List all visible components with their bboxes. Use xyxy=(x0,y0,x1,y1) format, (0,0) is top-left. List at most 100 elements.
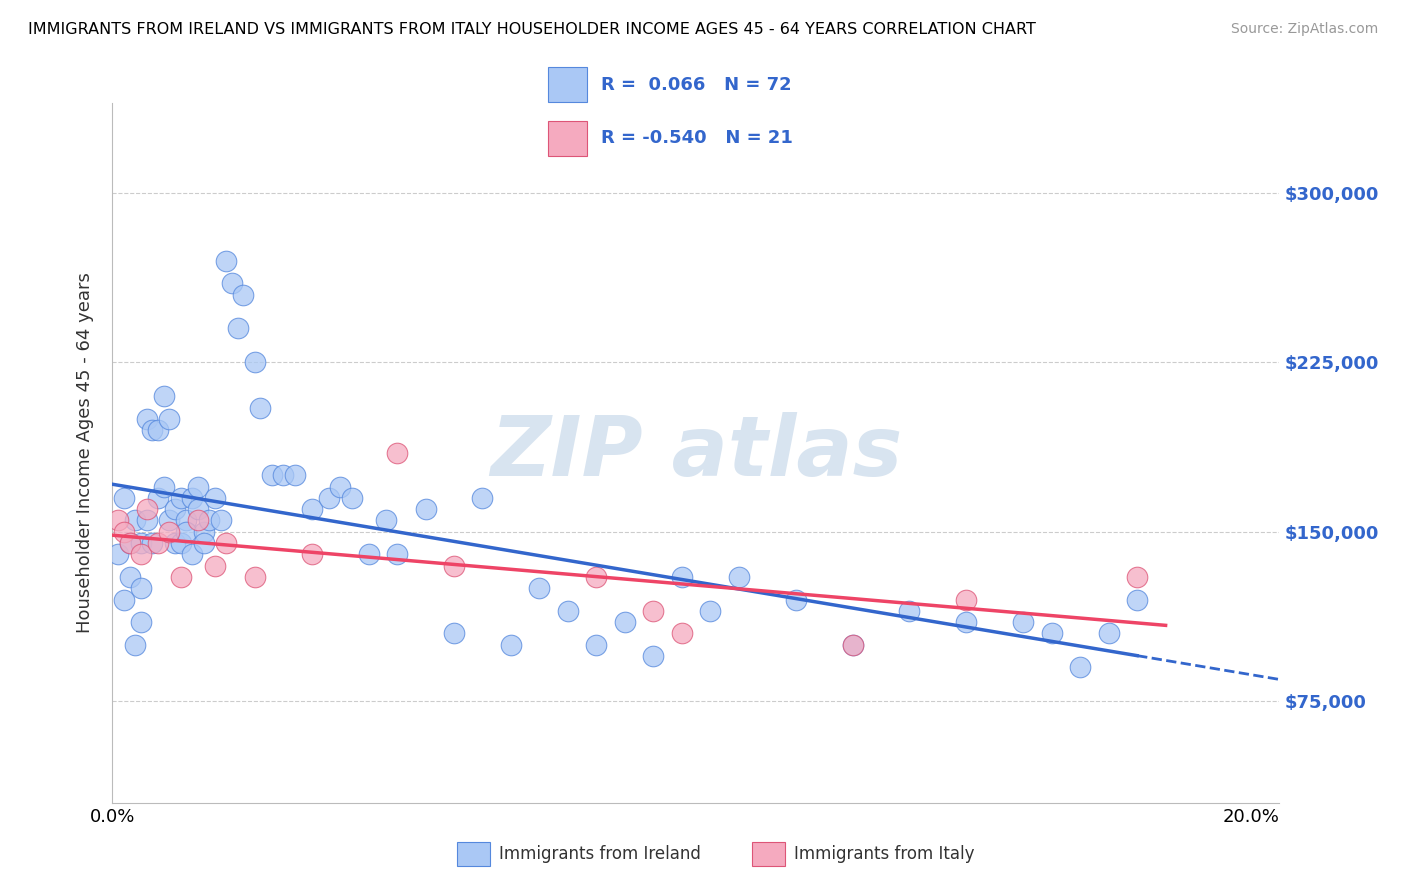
Point xyxy=(129,536,152,550)
Point xyxy=(643,648,665,663)
Text: Immigrants from Italy: Immigrants from Italy xyxy=(794,845,974,863)
Point xyxy=(124,513,146,527)
Point xyxy=(260,468,283,483)
Point xyxy=(176,524,198,539)
Y-axis label: Householder Income Ages 45 - 64 years: Householder Income Ages 45 - 64 years xyxy=(76,272,94,633)
Point xyxy=(271,468,294,483)
Bar xyxy=(548,120,586,155)
Point xyxy=(146,423,169,437)
Point xyxy=(215,536,238,550)
Point xyxy=(374,513,396,527)
Point xyxy=(165,536,187,550)
Point xyxy=(585,570,607,584)
Bar xyxy=(457,842,489,866)
Point xyxy=(221,277,243,291)
Point xyxy=(785,592,807,607)
Point xyxy=(146,536,169,550)
Point xyxy=(385,547,408,561)
Text: R =  0.066   N = 72: R = 0.066 N = 72 xyxy=(602,76,792,94)
Point xyxy=(443,626,465,640)
Point xyxy=(1126,592,1149,607)
Point xyxy=(243,355,266,369)
Point xyxy=(141,423,163,437)
Point xyxy=(226,321,249,335)
Point xyxy=(181,491,204,505)
Point xyxy=(107,513,129,527)
Point xyxy=(146,491,169,505)
Point xyxy=(141,536,163,550)
Point xyxy=(152,479,174,493)
Point xyxy=(671,570,693,584)
Point xyxy=(170,536,193,550)
Point xyxy=(170,570,193,584)
Point xyxy=(1126,570,1149,584)
Point xyxy=(193,536,215,550)
Point xyxy=(699,604,721,618)
Point xyxy=(284,468,307,483)
Point xyxy=(181,547,204,561)
Point xyxy=(1098,626,1121,640)
Point xyxy=(165,502,187,516)
Point xyxy=(232,287,254,301)
Point xyxy=(955,615,977,629)
Point xyxy=(112,491,135,505)
Point xyxy=(215,253,238,268)
Text: Immigrants from Ireland: Immigrants from Ireland xyxy=(499,845,700,863)
Point xyxy=(118,536,141,550)
Point xyxy=(727,570,749,584)
Point xyxy=(118,570,141,584)
Point xyxy=(118,536,141,550)
Point xyxy=(340,491,363,505)
Point xyxy=(129,615,152,629)
Point xyxy=(124,638,146,652)
Point xyxy=(135,502,157,516)
Point xyxy=(187,479,209,493)
Point xyxy=(613,615,636,629)
Point xyxy=(198,513,221,527)
Point xyxy=(329,479,352,493)
Point xyxy=(898,604,921,618)
Point xyxy=(112,524,135,539)
Point xyxy=(129,547,152,561)
Point xyxy=(135,412,157,426)
Point xyxy=(209,513,232,527)
Point xyxy=(135,513,157,527)
Point xyxy=(204,491,226,505)
Point xyxy=(585,638,607,652)
Point xyxy=(204,558,226,573)
Point xyxy=(357,547,380,561)
Point xyxy=(385,446,408,460)
Text: Source: ZipAtlas.com: Source: ZipAtlas.com xyxy=(1230,22,1378,37)
Point xyxy=(841,638,863,652)
Bar xyxy=(752,842,785,866)
Point xyxy=(1040,626,1063,640)
Point xyxy=(301,547,323,561)
Point xyxy=(1069,660,1091,674)
Point xyxy=(529,581,551,595)
Point xyxy=(129,581,152,595)
Point xyxy=(157,412,180,426)
Point xyxy=(671,626,693,640)
Point xyxy=(193,524,215,539)
Point xyxy=(176,513,198,527)
Bar xyxy=(548,68,586,103)
Point xyxy=(301,502,323,516)
Point xyxy=(187,513,209,527)
Point xyxy=(243,570,266,584)
Point xyxy=(170,491,193,505)
Point xyxy=(187,502,209,516)
Point xyxy=(152,389,174,403)
Point xyxy=(643,604,665,618)
Point xyxy=(157,524,180,539)
Point xyxy=(107,547,129,561)
Point xyxy=(443,558,465,573)
Text: IMMIGRANTS FROM IRELAND VS IMMIGRANTS FROM ITALY HOUSEHOLDER INCOME AGES 45 - 64: IMMIGRANTS FROM IRELAND VS IMMIGRANTS FR… xyxy=(28,22,1036,37)
Point xyxy=(112,592,135,607)
Text: R = -0.540   N = 21: R = -0.540 N = 21 xyxy=(602,129,793,147)
Point xyxy=(318,491,340,505)
Point xyxy=(415,502,437,516)
Point xyxy=(249,401,271,415)
Point xyxy=(471,491,494,505)
Point xyxy=(499,638,522,652)
Point xyxy=(157,513,180,527)
